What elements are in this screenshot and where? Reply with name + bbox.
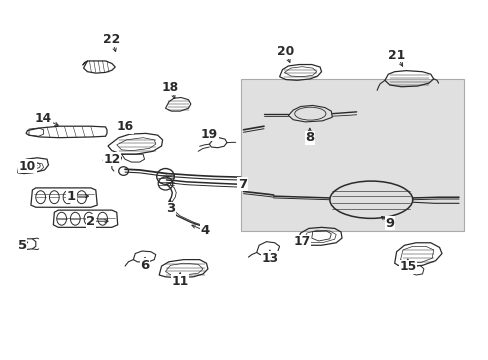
Text: 16: 16	[116, 121, 133, 134]
Text: 5: 5	[18, 239, 27, 252]
Text: 11: 11	[171, 275, 188, 288]
Text: 14: 14	[35, 112, 52, 125]
Text: 8: 8	[305, 131, 314, 144]
Text: 4: 4	[201, 224, 210, 238]
Text: 21: 21	[387, 49, 405, 62]
Text: 20: 20	[276, 45, 293, 58]
Text: 7: 7	[238, 178, 246, 191]
Text: 1: 1	[67, 190, 76, 203]
Text: 10: 10	[19, 160, 36, 173]
Text: 18: 18	[162, 81, 179, 94]
Text: 17: 17	[293, 235, 310, 248]
FancyBboxPatch shape	[240, 78, 463, 231]
Text: 15: 15	[398, 260, 416, 273]
Text: 3: 3	[165, 202, 175, 215]
Text: 22: 22	[103, 33, 120, 46]
Text: 2: 2	[86, 215, 95, 228]
Text: 6: 6	[140, 259, 149, 272]
Text: 12: 12	[103, 153, 120, 166]
Text: 9: 9	[385, 216, 393, 230]
Text: 19: 19	[201, 127, 218, 141]
Text: 13: 13	[261, 252, 278, 265]
